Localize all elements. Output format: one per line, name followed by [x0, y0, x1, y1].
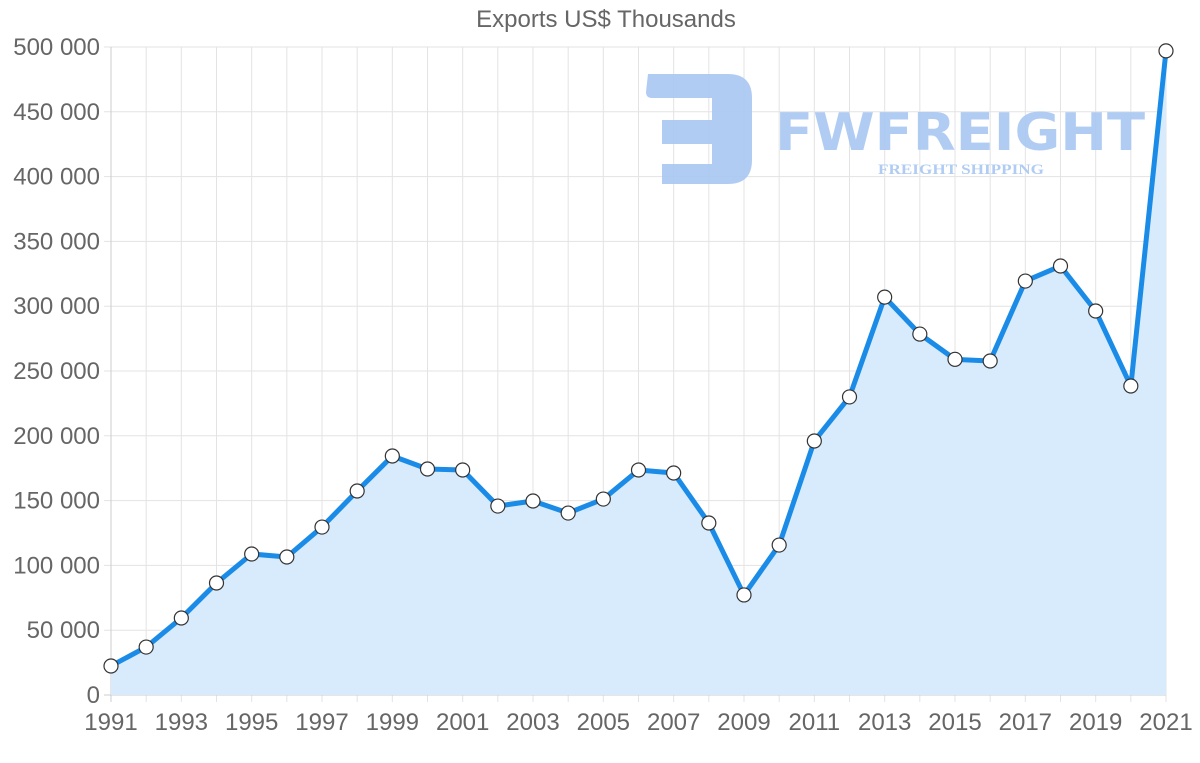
- data-point-2002[interactable]: [490, 498, 506, 514]
- data-point-2008[interactable]: [701, 515, 717, 531]
- data-point-1999[interactable]: [384, 448, 400, 464]
- y-tick-label: 450 000: [13, 99, 100, 126]
- data-point-2017[interactable]: [1017, 273, 1033, 289]
- data-point-2005[interactable]: [595, 491, 611, 507]
- x-tick-label: 2011: [789, 709, 841, 736]
- data-points: [103, 43, 1174, 674]
- y-tick-label: 250 000: [13, 358, 100, 385]
- data-point-2001[interactable]: [455, 462, 471, 478]
- x-tick-label: 2007: [647, 709, 700, 736]
- x-tick-label: 1999: [366, 709, 419, 736]
- y-tick-label: 500 000: [13, 34, 100, 61]
- x-tick-label: 1997: [295, 709, 348, 736]
- data-point-2007[interactable]: [666, 465, 682, 481]
- y-tick-label: 150 000: [13, 488, 100, 515]
- data-point-1997[interactable]: [314, 519, 330, 535]
- area-fill: [111, 50, 1166, 695]
- data-point-2014[interactable]: [912, 326, 928, 342]
- data-point-2012[interactable]: [841, 389, 858, 405]
- watermark-logo: FWFREIGHT FREIGHT SHIPPING: [646, 74, 1146, 184]
- y-tick-label: 200 000: [13, 423, 100, 450]
- data-point-2009[interactable]: [736, 587, 752, 603]
- y-tick-label: 100 000: [13, 552, 100, 579]
- x-tick-label: 2017: [999, 709, 1052, 736]
- logo-mark-icon: [646, 74, 752, 184]
- data-point-1996[interactable]: [279, 549, 295, 565]
- data-point-1993[interactable]: [173, 610, 189, 626]
- x-tick-label: 2021: [1139, 709, 1192, 736]
- data-point-1995[interactable]: [244, 546, 260, 562]
- x-tick-label: 2001: [436, 709, 489, 736]
- x-tick-label: 1993: [155, 709, 208, 736]
- y-tick-label: 0: [87, 682, 100, 709]
- y-tick-label: 300 000: [13, 293, 100, 320]
- x-tick-label: 1991: [84, 709, 137, 736]
- watermark-brand: FWFREIGHT: [775, 103, 1146, 163]
- x-axis: 1991 1993 1995 1997 1999 2001 2003 2005 2007 2009…: [84, 709, 1192, 736]
- data-point-1991[interactable]: [103, 658, 119, 674]
- x-tick-label: 2015: [928, 709, 981, 736]
- x-tick-label: 2003: [506, 709, 559, 736]
- x-tick-label: 2019: [1069, 709, 1122, 736]
- data-point-2004[interactable]: [560, 505, 576, 521]
- data-point-2003[interactable]: [525, 493, 541, 509]
- data-point-1994[interactable]: [208, 575, 225, 591]
- data-point-2000[interactable]: [419, 461, 436, 477]
- y-tick-label: 400 000: [13, 164, 100, 191]
- x-tick-label: 2005: [577, 709, 630, 736]
- y-tick-label: 350 000: [13, 228, 100, 255]
- x-tick-label: 2009: [717, 709, 770, 736]
- data-point-1998[interactable]: [349, 483, 365, 499]
- data-point-1992[interactable]: [138, 639, 154, 655]
- data-point-2016[interactable]: [982, 353, 998, 369]
- watermark-tagline: FREIGHT SHIPPING: [878, 162, 1044, 178]
- data-point-2018[interactable]: [1052, 258, 1069, 274]
- data-point-2011[interactable]: [806, 433, 822, 449]
- data-point-2019[interactable]: [1088, 303, 1104, 319]
- x-tick-label: 1995: [225, 709, 278, 736]
- data-point-2006[interactable]: [630, 462, 647, 478]
- data-point-2020[interactable]: [1123, 378, 1139, 394]
- chart-title: Exports US$ Thousands: [476, 6, 736, 33]
- data-point-2010[interactable]: [771, 537, 787, 553]
- data-point-2013[interactable]: [877, 289, 893, 305]
- data-point-2021[interactable]: [1158, 43, 1174, 59]
- y-tick-label: 50 000: [27, 617, 100, 644]
- y-axis: 500 000 450 000 400 000 350 000 300 000 250 0…: [13, 34, 100, 709]
- x-tick-label: 2013: [858, 709, 911, 736]
- data-point-2015[interactable]: [947, 351, 963, 367]
